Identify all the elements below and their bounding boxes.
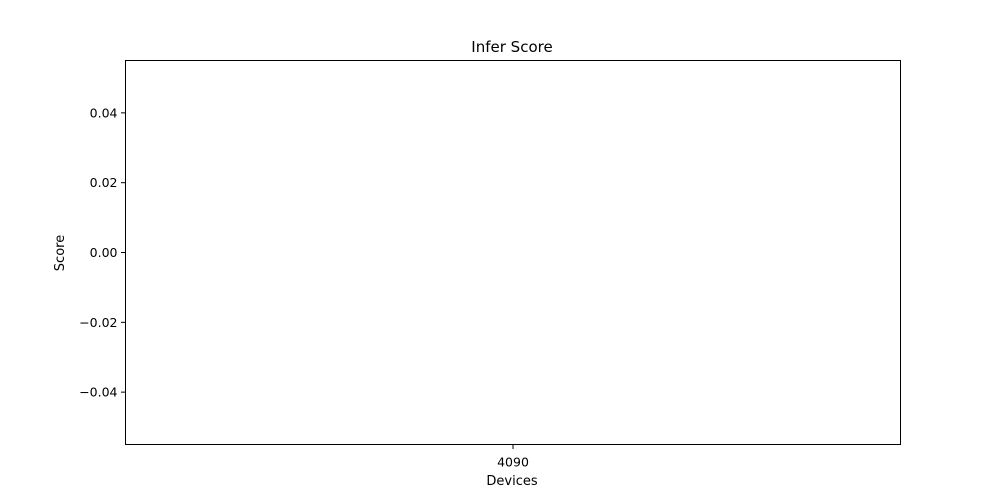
- chart-title: Infer Score: [471, 38, 552, 56]
- x-tick-label: 4090: [497, 455, 529, 470]
- y-axis-label: Score: [53, 235, 68, 271]
- y-tick-label: −0.02: [79, 315, 117, 330]
- x-axis-label: Devices: [486, 474, 537, 489]
- x-axis-ticks: 4090: [497, 444, 529, 470]
- plot-area-frame: [125, 60, 901, 445]
- y-tick-label: 0.02: [90, 175, 118, 190]
- y-tick-label: 0.04: [90, 105, 118, 120]
- y-axis-ticks: −0.04 −0.02 0.00 0.02 0.04: [79, 105, 126, 400]
- y-tick-label: 0.00: [90, 245, 118, 260]
- y-tick-label: −0.04: [79, 385, 117, 400]
